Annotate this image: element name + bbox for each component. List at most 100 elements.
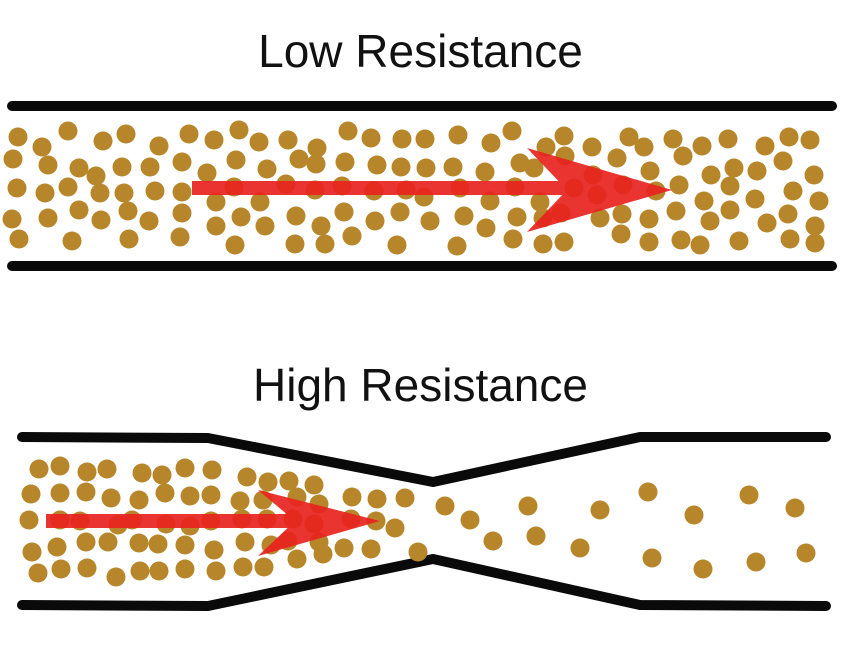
particle	[170, 227, 190, 247]
particle	[342, 226, 362, 246]
particle	[480, 191, 500, 211]
high-resistance-title: High Resistance	[253, 359, 588, 411]
particle	[483, 531, 503, 551]
particle	[129, 490, 149, 510]
particle	[536, 137, 556, 157]
particle	[235, 532, 255, 552]
particle	[175, 559, 195, 579]
particle	[229, 120, 249, 140]
particle	[233, 557, 253, 577]
particle	[773, 151, 793, 171]
particle	[225, 235, 245, 255]
particle	[666, 201, 686, 221]
particle	[554, 126, 574, 146]
particle	[391, 157, 411, 177]
particle	[701, 165, 721, 185]
particle	[255, 216, 275, 236]
particle	[796, 543, 816, 563]
particle	[130, 561, 150, 581]
particle	[101, 488, 121, 508]
particle	[50, 483, 70, 503]
particle	[361, 539, 381, 559]
particle	[367, 489, 387, 509]
particle	[778, 204, 798, 224]
particle	[230, 491, 250, 511]
particle	[50, 456, 70, 476]
particle	[29, 459, 49, 479]
particle	[69, 158, 89, 178]
particle	[149, 561, 169, 581]
particle	[639, 232, 659, 252]
particle	[258, 472, 278, 492]
particle	[145, 181, 165, 201]
particle	[639, 209, 659, 229]
particle	[507, 207, 527, 227]
particle	[690, 235, 710, 255]
particle	[19, 510, 39, 530]
particle	[172, 152, 192, 172]
particle	[58, 121, 78, 141]
particle	[443, 157, 463, 177]
particle	[634, 137, 654, 157]
particle	[201, 485, 221, 505]
particle	[447, 236, 467, 256]
particle	[206, 216, 226, 236]
particle	[387, 235, 407, 255]
particle	[783, 181, 803, 201]
particle	[554, 232, 574, 252]
particle	[306, 154, 326, 174]
particle	[481, 133, 501, 153]
particle	[638, 482, 658, 502]
particle	[206, 192, 226, 212]
particle	[97, 459, 117, 479]
particle	[673, 146, 693, 166]
particle	[116, 124, 136, 144]
particle	[611, 224, 631, 244]
particle	[570, 538, 590, 558]
particle	[780, 229, 800, 249]
particle	[231, 207, 251, 227]
particle	[2, 209, 22, 229]
particle	[642, 548, 662, 568]
particle	[785, 498, 805, 518]
particle	[415, 129, 435, 149]
particle	[204, 130, 224, 150]
particle	[175, 535, 195, 555]
particle	[175, 458, 195, 478]
particle	[524, 158, 544, 178]
particle	[47, 537, 67, 557]
particle	[132, 463, 152, 483]
particle	[518, 496, 538, 516]
particle	[91, 210, 111, 230]
particle	[590, 208, 610, 228]
particle	[805, 233, 825, 253]
particle	[338, 121, 358, 141]
particle	[408, 542, 428, 562]
particle	[32, 137, 52, 157]
particle	[202, 460, 222, 480]
particle	[172, 203, 192, 223]
particle	[385, 518, 405, 538]
particle	[257, 159, 277, 179]
particle	[669, 175, 689, 195]
particle	[805, 216, 825, 236]
particle	[334, 538, 354, 558]
particle	[279, 471, 299, 491]
particle	[9, 229, 29, 249]
particle	[476, 218, 496, 238]
low-resistance-title: Low Resistance	[258, 25, 583, 77]
particle	[416, 158, 436, 178]
particle	[365, 211, 385, 231]
particle	[454, 206, 474, 226]
particle	[206, 561, 226, 581]
particle	[718, 129, 738, 149]
particle	[204, 540, 224, 560]
particle	[93, 131, 113, 151]
particle	[278, 130, 298, 150]
particle	[289, 149, 309, 169]
particle	[435, 496, 455, 516]
particle	[694, 191, 714, 211]
particle	[745, 189, 765, 209]
particle	[155, 483, 175, 503]
particle	[307, 138, 327, 158]
